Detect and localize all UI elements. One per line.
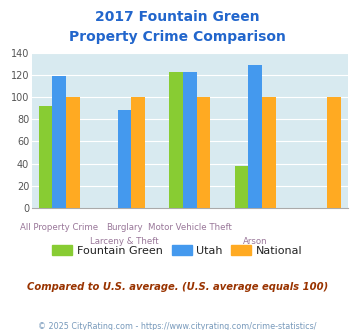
Text: Burglary: Burglary: [106, 223, 143, 232]
Bar: [248, 65, 262, 208]
Bar: [131, 97, 145, 208]
Bar: [197, 97, 211, 208]
Text: © 2025 CityRating.com - https://www.cityrating.com/crime-statistics/: © 2025 CityRating.com - https://www.city…: [38, 322, 317, 330]
Bar: [169, 72, 183, 208]
Text: 2017 Fountain Green: 2017 Fountain Green: [95, 10, 260, 24]
Bar: [327, 97, 341, 208]
Legend: Fountain Green, Utah, National: Fountain Green, Utah, National: [48, 241, 307, 260]
Text: Larceny & Theft: Larceny & Theft: [90, 237, 159, 247]
Bar: [183, 72, 197, 208]
Bar: [39, 106, 53, 208]
Bar: [118, 111, 131, 208]
Text: Property Crime Comparison: Property Crime Comparison: [69, 30, 286, 44]
Bar: [66, 97, 80, 208]
Bar: [53, 76, 66, 208]
Bar: [262, 97, 276, 208]
Text: Compared to U.S. average. (U.S. average equals 100): Compared to U.S. average. (U.S. average …: [27, 282, 328, 292]
Bar: [235, 166, 248, 208]
Text: Arson: Arson: [243, 237, 268, 247]
Text: Motor Vehicle Theft: Motor Vehicle Theft: [148, 223, 232, 232]
Text: All Property Crime: All Property Crime: [20, 223, 98, 232]
